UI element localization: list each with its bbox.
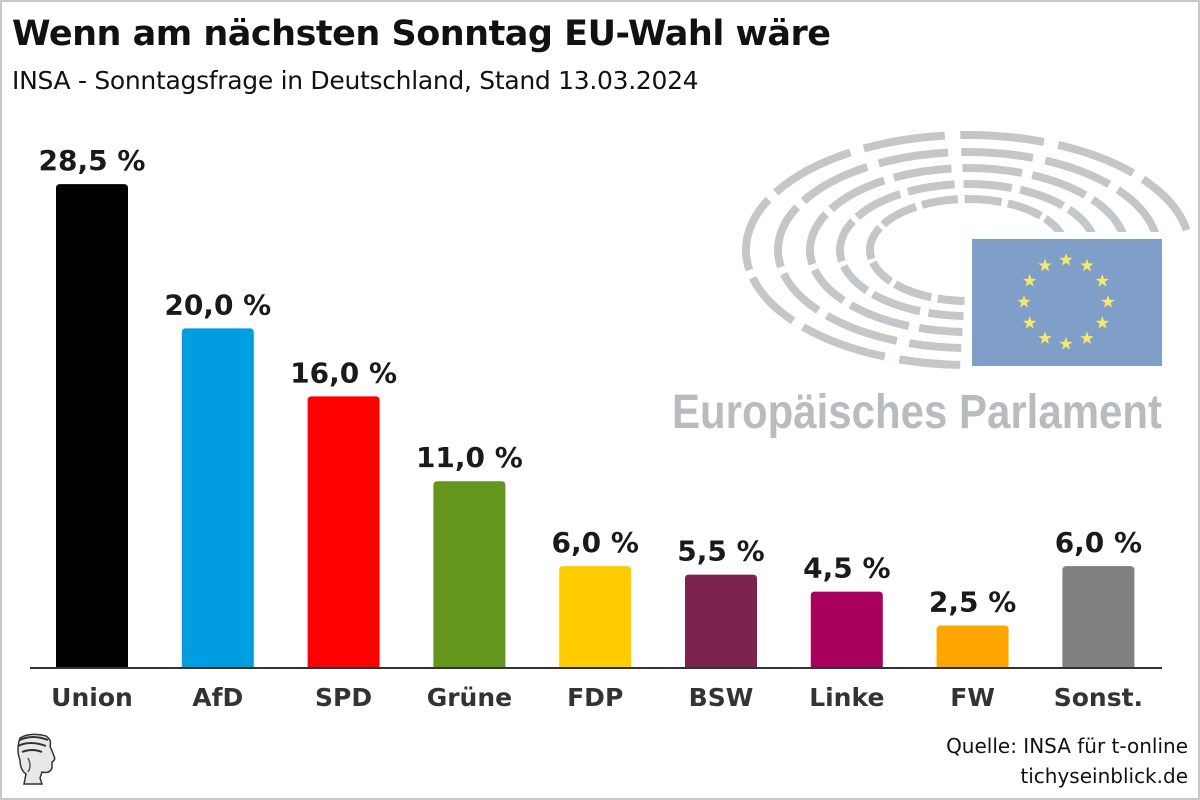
hemicycle-arc: [828, 176, 886, 213]
hemicycle-arc: [880, 202, 918, 228]
value-label-grne: 11,0 %: [416, 441, 523, 474]
category-label-linke: Linke: [809, 683, 884, 712]
category-label-spd: SPD: [315, 683, 372, 712]
eu-star: [1059, 253, 1073, 266]
eu-star: [1017, 295, 1031, 308]
source-note: Quelle: INSA für t-online tichyseinblick…: [946, 731, 1188, 791]
bar-sonst: [1062, 566, 1135, 668]
eu-star: [1038, 331, 1052, 345]
bars-group: [56, 184, 1135, 668]
hemicycle-arc: [862, 131, 946, 153]
eu-star: [1101, 295, 1115, 308]
bar-grne: [433, 481, 506, 668]
value-label-afd: 20,0 %: [164, 288, 271, 321]
hemicycle-arc: [742, 196, 772, 272]
hemicycle-arc: [1057, 141, 1135, 177]
hemicycle-arc: [848, 301, 910, 330]
bar-union: [56, 184, 128, 668]
hemicycle-arc: [906, 180, 955, 196]
hemicycle-arc: [824, 312, 898, 345]
value-label-fdp: 6,0 %: [551, 526, 638, 559]
eu-star: [1038, 258, 1052, 272]
hemicycle-arc: [893, 280, 933, 302]
eu-star: [1080, 258, 1094, 272]
hemicycle-arc: [866, 224, 883, 261]
bar-bsw: [685, 574, 757, 668]
hemicycle-arc: [963, 180, 1013, 192]
value-label-linke: 4,5 %: [803, 552, 890, 585]
hemicycle-arc: [877, 148, 949, 168]
hemicycle-arc: [1031, 171, 1088, 199]
hemicycle-arc: [937, 294, 965, 305]
value-label-fw: 2,5 %: [929, 586, 1016, 619]
bar-spd: [307, 396, 380, 668]
eu-star: [1059, 337, 1073, 350]
eu-flag-stars: [1017, 253, 1115, 350]
hemicycle-arc: [780, 271, 821, 314]
hemicycle-arc: [892, 164, 952, 182]
hemicycle-arc: [800, 163, 869, 205]
eu-star: [1095, 316, 1110, 329]
hemicycle-arc: [960, 131, 1045, 146]
eu-flag-icon: [972, 239, 1162, 366]
hemicycle-arc: [920, 195, 959, 209]
european-parliament-logo: Europäisches Parlament: [672, 131, 1191, 439]
category-label-union: Union: [51, 683, 133, 712]
hemicycle-arc: [773, 148, 852, 196]
hemicycle-arc: [1115, 186, 1159, 235]
hemicycle-arc: [774, 204, 801, 269]
bar-fdp: [559, 566, 632, 668]
bar-fw: [936, 625, 1009, 668]
category-label-fw: FW: [950, 683, 995, 712]
bar-afd: [181, 328, 254, 668]
hemicycle-arc: [1044, 156, 1112, 188]
chart-subtitle: INSA - Sonntagsfrage in Deutschland, Sta…: [12, 66, 699, 95]
category-label-afd: AfD: [192, 683, 243, 712]
hermes-head-icon: [12, 730, 62, 786]
eu-star: [1022, 274, 1037, 287]
hemicycle-arc: [801, 323, 886, 361]
value-labels-group: 28,5 % 20,0 % 16,0 % 11,0 % 6,0 % 5,5 % 4,5 % 2…: [39, 144, 1143, 618]
hemicycle-arc: [927, 308, 964, 320]
hemicycle-arc: [898, 355, 961, 369]
value-label-sonst: 6,0 %: [1055, 526, 1142, 559]
hemicycle-arc: [840, 264, 870, 294]
chart-title: Wenn am nächsten Sonntag EU-Wahl wäre: [12, 14, 831, 54]
source-text: Quelle: INSA für t-online: [946, 734, 1188, 758]
hemicycle-arc: [1090, 196, 1128, 238]
hemicycle-arc: [870, 290, 921, 316]
european-parliament-text: Europäisches Parlament: [672, 386, 1162, 439]
hemicycle-arc: [748, 275, 796, 325]
hemicycle-arc: [961, 148, 1034, 162]
hemicycle-arc: [854, 190, 902, 221]
hemicycle-arc: [811, 267, 846, 304]
category-label-grne: Grüne: [427, 683, 512, 712]
site-text: tichyseinblick.de: [1020, 764, 1188, 788]
category-label-bsw: BSW: [689, 683, 754, 712]
eu-star: [1095, 274, 1110, 287]
hemicycle-arc: [836, 218, 856, 263]
hemicycle-arc: [869, 260, 894, 285]
hemicycle-arc: [918, 324, 963, 336]
eu-star: [1022, 316, 1037, 329]
value-label-bsw: 5,5 %: [677, 535, 764, 568]
hemicycle-arc: [806, 211, 829, 266]
category-labels-group: Union AfD SPD Grüne FDP BSW Linke FW Sonst.: [51, 683, 1143, 712]
hemicycle-arc: [1006, 199, 1043, 220]
hemicycle-arc: [964, 195, 1003, 207]
category-label-sonst: Sonst.: [1054, 683, 1143, 712]
value-label-union: 28,5 %: [39, 144, 146, 177]
category-label-fdp: FDP: [567, 683, 623, 712]
hemicycle-arc: [908, 339, 962, 352]
hemicycle-arc: [1019, 185, 1066, 210]
bar-linke: [810, 591, 883, 668]
eu-star: [1080, 331, 1094, 345]
hemicycle-arc: [962, 164, 1023, 177]
hemicycle-arc: [1140, 175, 1191, 232]
value-label-spd: 16,0 %: [290, 356, 397, 389]
